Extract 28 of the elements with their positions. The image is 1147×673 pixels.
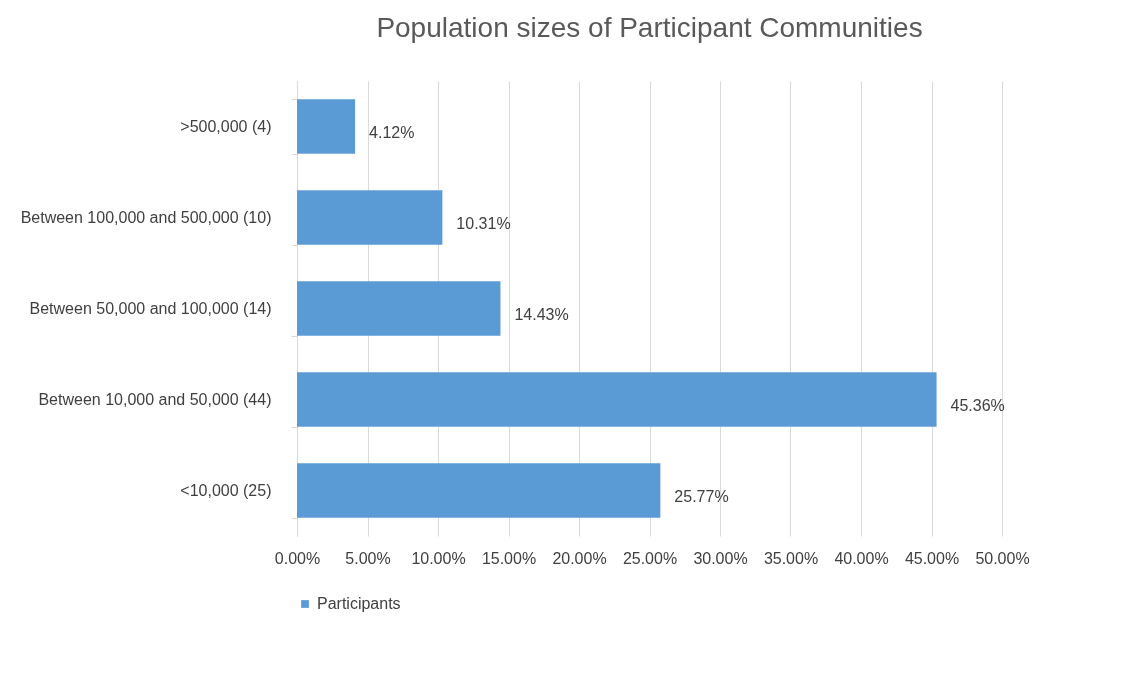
x-tick-label: 0.00%: [274, 549, 321, 567]
bar: [297, 281, 501, 336]
bar: [297, 99, 356, 154]
legend-label: Participants: [317, 595, 401, 612]
y-tick-label: >500,000 (4): [180, 118, 272, 135]
data-label: 4.12%: [369, 123, 415, 141]
bar: [297, 372, 937, 427]
y-tick-label: Between 100,000 and 500,000 (10): [20, 209, 272, 226]
x-tick-label: 20.00%: [552, 549, 607, 567]
chart-title: Population sizes of Participant Communities: [376, 12, 923, 43]
data-label: 25.77%: [674, 487, 729, 505]
x-tick-label: 15.00%: [481, 549, 537, 567]
bar: [297, 463, 661, 518]
x-tick-label: 25.00%: [622, 549, 678, 567]
y-tick-label: <10,000 (25): [180, 482, 272, 499]
bar: [297, 190, 443, 245]
x-tick-label: 45.00%: [904, 549, 960, 567]
x-tick-label: 50.00%: [975, 549, 1030, 567]
y-tick-label: Between 50,000 and 100,000 (14): [29, 300, 272, 317]
y-tick-label: Between 10,000 and 50,000 (44): [38, 391, 272, 408]
x-tick-label: 10.00%: [411, 549, 466, 567]
data-label: 45.36%: [950, 396, 1005, 414]
x-tick-label: 30.00%: [693, 549, 748, 567]
x-tick-label: 5.00%: [345, 549, 391, 567]
x-tick-label: 35.00%: [763, 549, 819, 567]
data-label: 14.43%: [514, 305, 569, 323]
data-label: 10.31%: [456, 214, 511, 232]
x-tick-label: 40.00%: [834, 549, 889, 567]
